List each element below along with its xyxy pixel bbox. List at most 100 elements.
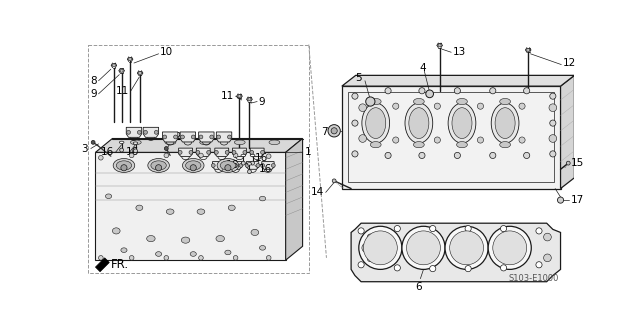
Ellipse shape	[500, 141, 511, 148]
Circle shape	[99, 156, 103, 160]
Text: 9: 9	[90, 89, 97, 99]
Circle shape	[139, 71, 141, 75]
Circle shape	[134, 149, 138, 153]
Circle shape	[260, 150, 264, 154]
Circle shape	[234, 153, 238, 158]
Ellipse shape	[151, 161, 166, 170]
Circle shape	[210, 135, 214, 139]
Circle shape	[143, 131, 147, 134]
Ellipse shape	[113, 158, 135, 172]
Circle shape	[239, 164, 243, 167]
Ellipse shape	[182, 158, 204, 172]
Ellipse shape	[121, 248, 127, 252]
Circle shape	[256, 164, 260, 167]
Circle shape	[129, 256, 134, 260]
Circle shape	[358, 228, 364, 234]
Circle shape	[550, 151, 556, 157]
Polygon shape	[246, 162, 259, 169]
Circle shape	[248, 98, 251, 101]
Circle shape	[454, 152, 460, 158]
Ellipse shape	[448, 103, 476, 143]
Text: 17: 17	[570, 195, 584, 205]
Ellipse shape	[269, 140, 280, 145]
Text: 16: 16	[226, 160, 239, 171]
Circle shape	[120, 69, 123, 72]
Text: 4: 4	[420, 63, 427, 73]
Circle shape	[173, 135, 177, 139]
Polygon shape	[216, 132, 232, 142]
Ellipse shape	[452, 108, 472, 139]
Ellipse shape	[371, 99, 381, 105]
Circle shape	[500, 265, 507, 271]
Circle shape	[543, 254, 551, 262]
Circle shape	[99, 256, 103, 260]
Circle shape	[238, 95, 241, 98]
Ellipse shape	[259, 245, 266, 250]
Polygon shape	[180, 132, 196, 142]
Circle shape	[214, 150, 218, 154]
Circle shape	[550, 93, 556, 99]
Circle shape	[198, 256, 204, 260]
Circle shape	[426, 90, 433, 98]
Circle shape	[120, 148, 124, 152]
Circle shape	[332, 179, 336, 183]
Ellipse shape	[147, 236, 155, 242]
Circle shape	[566, 161, 570, 165]
Circle shape	[500, 226, 507, 232]
Ellipse shape	[165, 140, 176, 145]
Circle shape	[490, 88, 496, 94]
Circle shape	[164, 256, 168, 260]
Polygon shape	[285, 139, 303, 260]
Circle shape	[163, 135, 166, 139]
Ellipse shape	[413, 141, 424, 148]
Circle shape	[178, 150, 182, 154]
Polygon shape	[95, 139, 303, 152]
Polygon shape	[95, 152, 285, 260]
Circle shape	[406, 231, 440, 265]
Ellipse shape	[250, 154, 255, 156]
Circle shape	[364, 231, 397, 265]
Circle shape	[549, 104, 557, 112]
Polygon shape	[179, 148, 193, 156]
Ellipse shape	[131, 140, 141, 145]
Circle shape	[227, 135, 232, 139]
Ellipse shape	[234, 140, 245, 145]
Circle shape	[536, 262, 542, 268]
Circle shape	[359, 226, 402, 269]
Circle shape	[385, 152, 391, 158]
Circle shape	[519, 103, 525, 109]
Circle shape	[359, 135, 367, 142]
Ellipse shape	[216, 236, 225, 242]
Circle shape	[328, 124, 340, 137]
Text: 1: 1	[305, 147, 312, 157]
Ellipse shape	[409, 108, 429, 139]
Ellipse shape	[228, 205, 236, 211]
Circle shape	[138, 131, 141, 134]
Ellipse shape	[113, 228, 120, 234]
Ellipse shape	[106, 194, 111, 198]
Circle shape	[225, 150, 229, 154]
Circle shape	[352, 151, 358, 157]
Ellipse shape	[456, 141, 467, 148]
Circle shape	[454, 88, 460, 94]
Circle shape	[435, 137, 440, 143]
Circle shape	[493, 231, 527, 265]
Ellipse shape	[259, 196, 266, 201]
Polygon shape	[342, 75, 575, 86]
Text: 14: 14	[311, 188, 324, 197]
Circle shape	[365, 97, 375, 106]
Circle shape	[156, 165, 162, 171]
Ellipse shape	[220, 161, 236, 170]
Circle shape	[211, 164, 215, 167]
Ellipse shape	[247, 163, 252, 165]
Polygon shape	[196, 148, 210, 156]
Circle shape	[243, 150, 247, 154]
Polygon shape	[561, 75, 575, 188]
Circle shape	[450, 231, 484, 265]
Circle shape	[445, 226, 488, 269]
Circle shape	[190, 165, 196, 171]
Circle shape	[394, 265, 401, 271]
Circle shape	[367, 234, 373, 240]
Circle shape	[331, 128, 337, 134]
Circle shape	[198, 153, 204, 158]
